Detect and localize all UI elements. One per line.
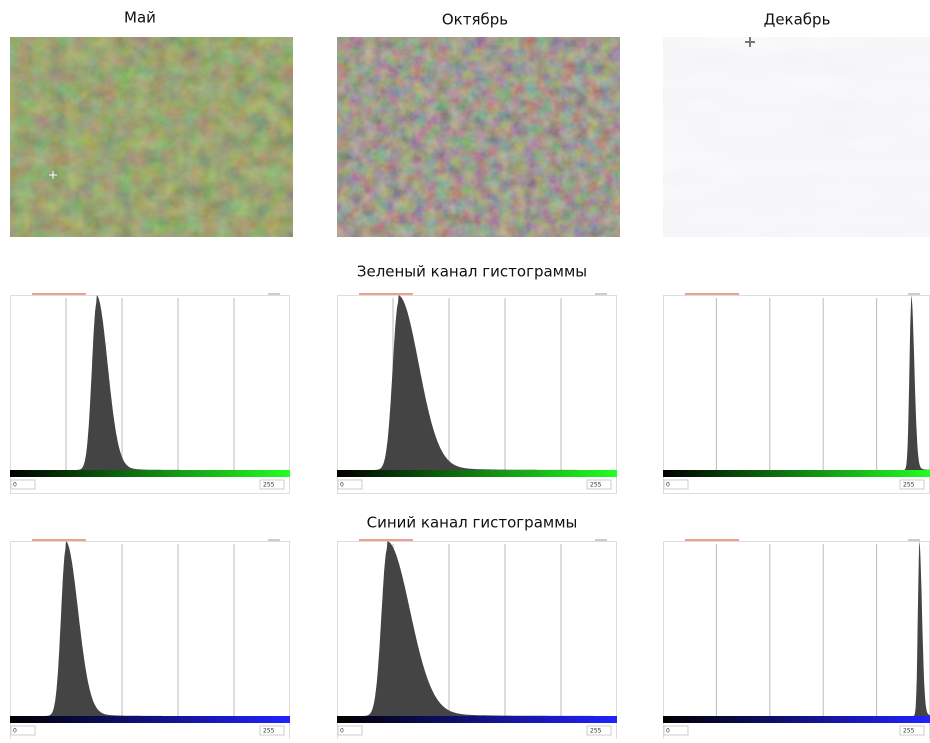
min-label: 0 [666,728,670,735]
panel-border [664,542,930,740]
satellite-image [10,37,293,237]
color-ramp [337,470,617,477]
panel-border [11,296,290,494]
histogram [663,541,930,716]
max-label: 255 [263,728,275,735]
min-label: 0 [13,728,17,735]
color-ramp [663,470,930,477]
image-title: Декабрь [764,11,831,29]
figure: Май Октябрь Декабрь Зеленый канал гистог… [0,0,930,739]
image-title: Май [124,9,156,27]
histogram [337,295,617,470]
min-label: 0 [340,728,344,735]
color-ramp [10,716,290,723]
histogram [10,295,290,470]
panel-border [11,542,290,740]
min-label: 0 [666,482,670,489]
max-label: 255 [590,728,602,735]
max-label: 255 [590,482,602,489]
max-label: 255 [903,728,915,735]
histogram [663,295,930,470]
color-ramp [10,470,290,477]
histogram [337,541,617,716]
page: Май Октябрь Декабрь Зеленый канал гистог… [0,0,930,739]
satellite-image [663,37,930,237]
satellite-image [337,37,620,237]
panel-border [338,296,617,494]
histogram [10,541,290,716]
image-title: Октябрь [442,11,508,29]
section-title: Зеленый канал гистограммы [357,263,587,281]
section-title: Синий канал гистограммы [367,514,578,532]
panel-border [664,296,930,494]
color-ramp [337,716,617,723]
color-ramp [663,716,930,723]
min-label: 0 [13,482,17,489]
max-label: 255 [263,482,275,489]
min-label: 0 [340,482,344,489]
max-label: 255 [903,482,915,489]
